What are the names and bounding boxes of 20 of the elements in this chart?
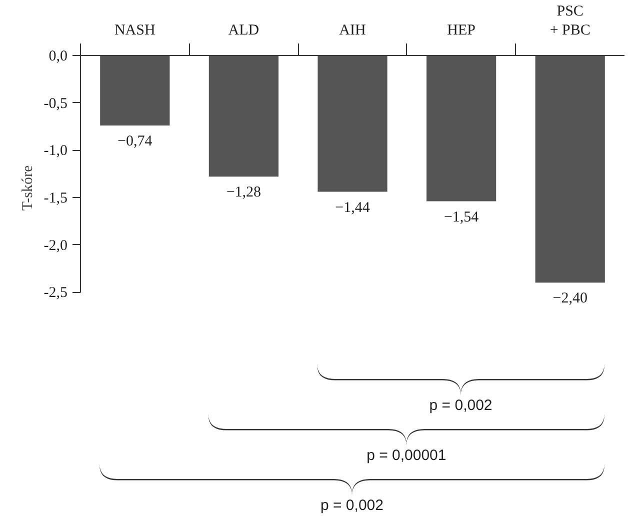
y-axis-title: T-skóre bbox=[20, 165, 36, 211]
data-label: −1,28 bbox=[226, 184, 262, 201]
y-tick-label: -2,0 bbox=[44, 238, 68, 254]
text: p = 0,00001 bbox=[366, 447, 446, 464]
data-label: −1,54 bbox=[444, 209, 480, 226]
x-tick-label: PSC + PBC bbox=[550, 3, 590, 38]
y-tick-label: -1,0 bbox=[44, 143, 68, 160]
x-tick-label: NASH bbox=[114, 22, 156, 38]
x-tick-label: ALD bbox=[228, 22, 260, 38]
text: p = 0,002 bbox=[429, 397, 492, 414]
y-tick-label: -0,5 bbox=[44, 96, 68, 112]
x-tick-label: HEP bbox=[447, 22, 476, 38]
y-tick-label: 0,0 bbox=[48, 48, 68, 64]
x-tick-label: AIH bbox=[339, 22, 366, 38]
data-label: −1,44 bbox=[335, 200, 370, 216]
y-tick-label: -1,5 bbox=[44, 190, 68, 206]
data-label: −0,74 bbox=[118, 134, 153, 150]
data-label: −2,40 bbox=[552, 290, 588, 307]
text: p = 0,002 bbox=[320, 497, 384, 514]
y-tick-label: -2,5 bbox=[44, 285, 68, 302]
